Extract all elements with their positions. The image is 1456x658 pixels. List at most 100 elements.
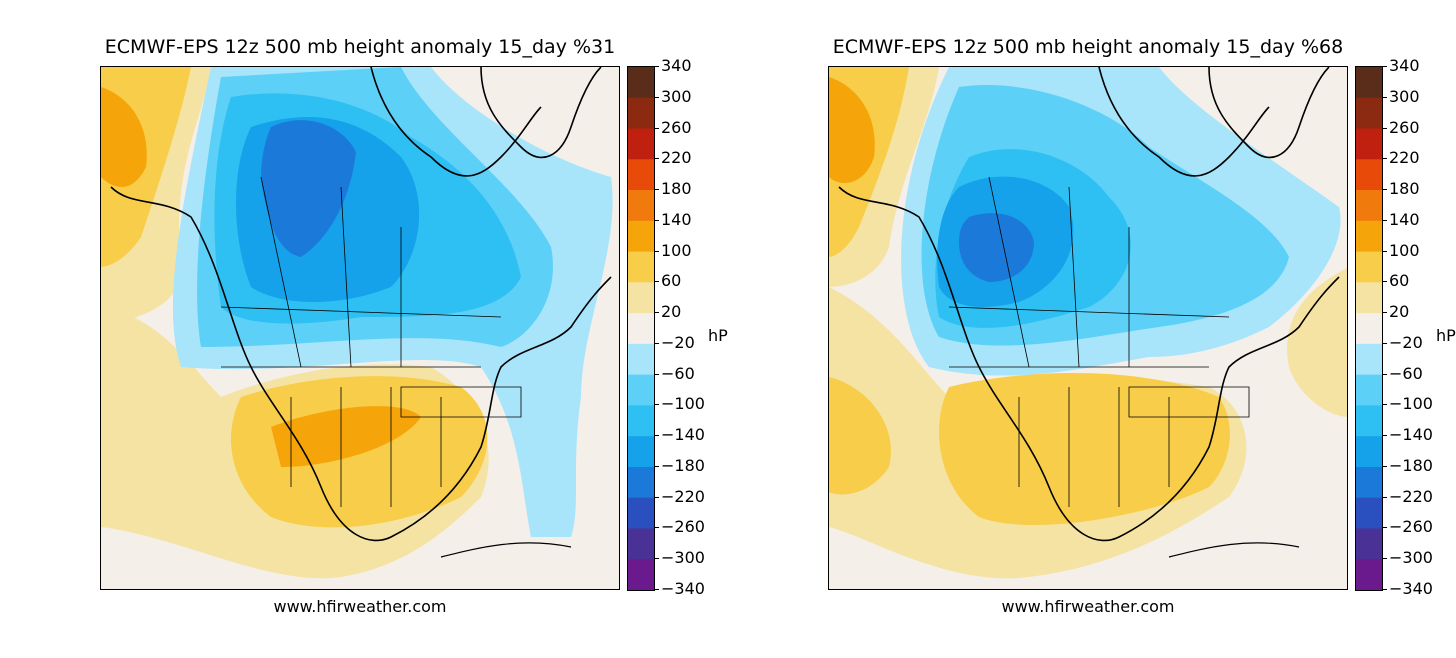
chart-panel-68: ECMWF-EPS 12z 500 mb height anomaly 15_d… xyxy=(728,0,1456,658)
tick-label: 180 xyxy=(661,179,692,199)
tick-mark xyxy=(655,281,659,283)
tick-mark xyxy=(1383,589,1387,590)
tick-label: −220 xyxy=(1389,486,1433,506)
tick-label: 340 xyxy=(661,56,692,75)
tick-mark xyxy=(655,96,659,98)
colorbar-swatches xyxy=(1356,67,1382,590)
pos-anomaly-140-ak xyxy=(101,87,147,187)
tick-label: 260 xyxy=(1389,117,1420,137)
tick-label: 260 xyxy=(661,117,692,137)
colorbar-swatch xyxy=(1356,313,1382,345)
colorbar-swatch xyxy=(628,67,654,99)
colorbar xyxy=(627,66,655,591)
tick-label: −20 xyxy=(661,332,695,352)
tick-label: −140 xyxy=(1389,425,1433,445)
tick-mark xyxy=(1383,250,1387,252)
colorbar-swatch xyxy=(1356,405,1382,437)
pos-anomaly-100-us xyxy=(939,373,1230,526)
tick-mark xyxy=(1383,558,1387,560)
tick-label: −20 xyxy=(1389,332,1423,352)
tick-mark xyxy=(1383,527,1387,529)
anomaly-map xyxy=(829,67,1347,589)
colorbar-swatch xyxy=(628,343,654,376)
tick-label: −180 xyxy=(661,455,705,475)
colorbar-swatch xyxy=(1356,497,1382,529)
tick-mark xyxy=(655,496,659,498)
chart-credit: www.hfirweather.com xyxy=(273,597,447,616)
tick-mark xyxy=(655,465,659,467)
tick-mark xyxy=(655,373,659,375)
tick-label: 300 xyxy=(1389,86,1420,106)
colorbar-swatch xyxy=(1356,343,1382,376)
pos-anomaly-140-us xyxy=(271,406,421,467)
tick-label: 100 xyxy=(661,240,692,260)
colorbar-swatch xyxy=(1356,128,1382,160)
colorbar-swatch xyxy=(628,128,654,160)
colorbar-swatch xyxy=(1356,466,1382,499)
colorbar-swatch xyxy=(628,497,654,529)
coastlines xyxy=(110,67,612,558)
chart-panel-31: ECMWF-EPS 12z 500 mb height anomaly 15_d… xyxy=(0,0,728,658)
tick-label: −100 xyxy=(661,394,705,414)
tick-label: 300 xyxy=(661,86,692,106)
tick-mark xyxy=(655,435,659,437)
colorbar-swatch xyxy=(1356,220,1382,253)
colorbar-swatch xyxy=(1356,190,1382,222)
map-plot xyxy=(100,66,620,590)
tick-mark xyxy=(1383,435,1387,437)
tick-label: −340 xyxy=(661,579,705,598)
tick-label: 340 xyxy=(1389,56,1420,75)
tick-label: −340 xyxy=(1389,579,1433,598)
tick-label: −260 xyxy=(661,517,705,537)
tick-label: 180 xyxy=(1389,179,1420,199)
tick-mark xyxy=(655,404,659,406)
tick-mark xyxy=(1383,158,1387,160)
colorbar-ticks: 340 300 260 220 180 140 100 60 20 −20 −60 −100 −140 −… xyxy=(1383,56,1453,598)
colorbar-swatch xyxy=(628,528,654,560)
tick-mark xyxy=(655,66,659,67)
colorbar-swatch xyxy=(628,436,654,468)
pos-anomaly-60-e xyxy=(101,377,161,465)
tick-mark xyxy=(655,527,659,529)
colorbar-unit: hP xyxy=(1436,326,1456,345)
tick-mark xyxy=(655,158,659,160)
colorbar-swatch xyxy=(628,559,654,590)
tick-label: 20 xyxy=(1389,302,1410,322)
tick-label: −300 xyxy=(661,548,705,568)
tick-label: −180 xyxy=(1389,455,1433,475)
tick-mark xyxy=(655,219,659,221)
tick-label: 220 xyxy=(1389,148,1420,168)
colorbar-swatch xyxy=(628,466,654,499)
tick-mark xyxy=(1383,312,1387,314)
colorbar-unit: hP xyxy=(708,326,728,345)
colorbar-swatch xyxy=(628,220,654,253)
colorbar-swatch xyxy=(1356,251,1382,283)
pos-anomaly-100-pac xyxy=(829,377,891,495)
colorbar-swatch xyxy=(1356,559,1382,590)
colorbar-swatch xyxy=(1356,67,1382,99)
anomaly-map xyxy=(101,67,619,589)
chart-title: ECMWF-EPS 12z 500 mb height anomaly 15_d… xyxy=(832,36,1344,58)
tick-mark xyxy=(1383,404,1387,406)
chart-credit: www.hfirweather.com xyxy=(1001,597,1175,616)
pos-anomaly-60-atl xyxy=(1287,268,1347,417)
colorbar-swatch xyxy=(1356,282,1382,314)
tick-mark xyxy=(1383,127,1387,129)
pos-anomaly-140-ak xyxy=(829,77,875,183)
tick-mark xyxy=(655,250,659,252)
neg-anomaly-180 xyxy=(261,120,356,257)
tick-mark xyxy=(655,342,659,344)
colorbar-swatch xyxy=(628,97,654,130)
tick-mark xyxy=(655,558,659,560)
tick-label: −220 xyxy=(661,486,705,506)
colorbar-swatch xyxy=(628,251,654,283)
colorbar-swatch xyxy=(628,190,654,222)
tick-mark xyxy=(655,589,659,590)
tick-label: 60 xyxy=(661,271,682,291)
colorbar-swatch xyxy=(628,282,654,314)
tick-mark xyxy=(655,127,659,129)
coastlines xyxy=(838,67,1340,558)
colorbar-swatches xyxy=(628,67,654,590)
tick-mark xyxy=(1383,66,1387,67)
tick-label: −300 xyxy=(1389,548,1433,568)
